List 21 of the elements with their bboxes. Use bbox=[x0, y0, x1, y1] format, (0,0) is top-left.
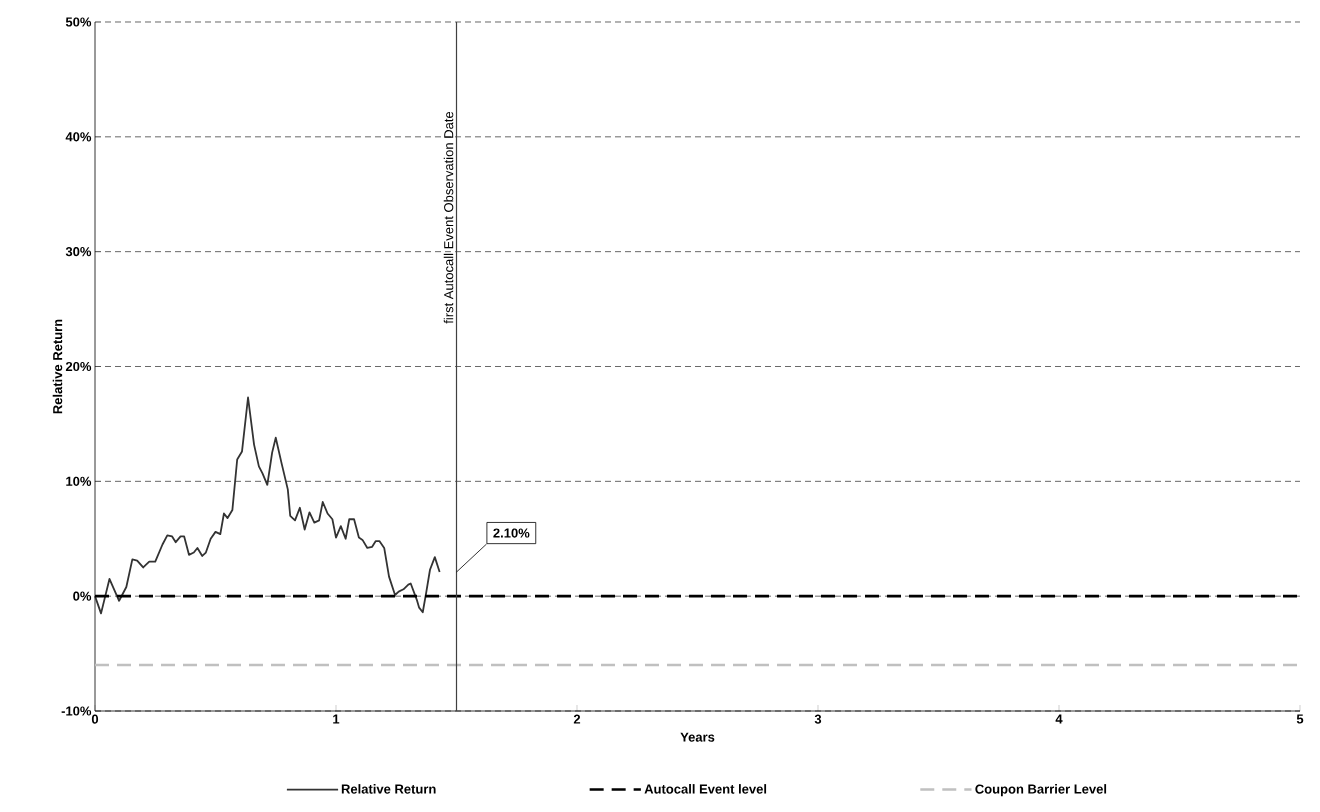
y-tick-label: 40% bbox=[65, 132, 92, 142]
x-tick-label: 5 bbox=[1296, 714, 1304, 724]
legend-label: Coupon Barrier Level bbox=[975, 784, 1107, 797]
y-tick-label: -10% bbox=[61, 706, 92, 716]
ref-line-label: first Autocall Event Observation Date bbox=[443, 111, 454, 324]
legend-label: Relative Return bbox=[341, 784, 436, 794]
y-tick-label: 0% bbox=[73, 591, 92, 601]
y-tick-label: 10% bbox=[66, 476, 92, 486]
annotation: 2.10% bbox=[493, 528, 530, 538]
x-tick-label: 4 bbox=[1055, 714, 1063, 724]
y-tick-label: 30% bbox=[65, 247, 92, 257]
y-tick-label: 50% bbox=[65, 17, 92, 27]
legend-label: Autocall Event level bbox=[644, 784, 767, 794]
x-tick-label: 1 bbox=[333, 714, 340, 724]
line-series bbox=[94, 396, 441, 615]
y-axis-title: Relative Return bbox=[52, 319, 63, 414]
x-tick-label: 3 bbox=[814, 714, 822, 724]
x-axis-title: Years bbox=[680, 732, 715, 742]
x-tick-label: 2 bbox=[573, 714, 581, 724]
y-tick-label: 20% bbox=[65, 361, 92, 372]
x-tick-label: 0 bbox=[91, 714, 99, 724]
